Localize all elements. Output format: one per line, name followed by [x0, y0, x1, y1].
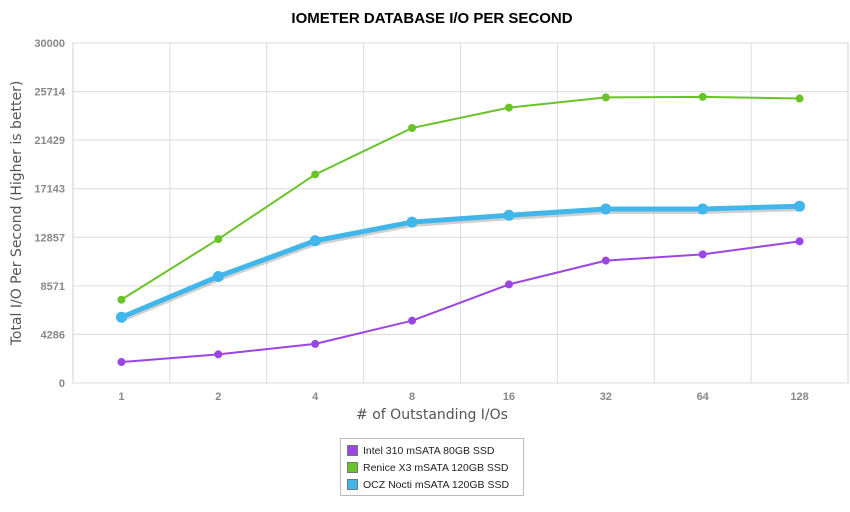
- data-point[interactable]: [311, 170, 320, 179]
- data-point[interactable]: [601, 93, 610, 102]
- y-tick-label: 30000: [34, 38, 65, 50]
- x-axis-ticks: 1 2 4 8 16 32 64 128: [118, 391, 808, 403]
- series-1: [117, 92, 804, 304]
- legend-swatch-ocz: [347, 479, 358, 490]
- legend-item-renice[interactable]: Renice X3 mSATA 120GB SSD: [347, 459, 517, 476]
- y-tick-label: 17143: [34, 184, 65, 196]
- data-point[interactable]: [117, 358, 126, 367]
- legend-label-ocz: OCZ Nocti mSATA 120GB SSD: [363, 478, 510, 491]
- series-0: [117, 237, 804, 367]
- data-point[interactable]: [408, 316, 417, 325]
- series-line: [120, 95, 800, 301]
- legend-item-ocz[interactable]: OCZ Nocti mSATA 120GB SSD: [347, 476, 517, 493]
- y-axis-label: Total I/O Per Second (Higher is better): [9, 81, 25, 347]
- y-tick-label: 0: [59, 378, 65, 390]
- data-point[interactable]: [408, 124, 417, 132]
- y-tick-label: 21429: [34, 135, 65, 147]
- legend-label-renice: Renice X3 mSATA 120GB SSD: [363, 461, 509, 474]
- x-tick-label: 16: [503, 391, 515, 403]
- legend-swatch-renice: [347, 462, 358, 473]
- data-point[interactable]: [698, 250, 707, 259]
- data-point[interactable]: [794, 200, 806, 212]
- data-point[interactable]: [795, 237, 804, 246]
- x-tick-label: 64: [697, 391, 710, 403]
- x-tick-label: 32: [600, 391, 612, 403]
- legend-item-intel[interactable]: Intel 310 mSATA 80GB SSD: [347, 442, 517, 459]
- data-point[interactable]: [600, 203, 612, 215]
- data-point[interactable]: [115, 311, 127, 323]
- series-line: [121, 240, 800, 364]
- data-point[interactable]: [309, 235, 321, 247]
- y-tick-label: 4286: [41, 329, 65, 341]
- x-axis-label: # of Outstanding I/Os: [356, 407, 508, 423]
- x-tick-label: 128: [790, 391, 808, 403]
- data-point[interactable]: [504, 280, 513, 289]
- data-point[interactable]: [697, 203, 709, 215]
- data-point[interactable]: [601, 256, 610, 265]
- series-lines: [115, 92, 806, 367]
- y-tick-label: 8571: [41, 281, 65, 293]
- chart-title: IOMETER DATABASE I/O PER SECOND: [291, 10, 572, 27]
- series-line: [120, 203, 800, 320]
- data-point[interactable]: [311, 339, 320, 348]
- legend-label-intel: Intel 310 mSATA 80GB SSD: [363, 444, 495, 457]
- x-tick-label: 8: [409, 391, 415, 403]
- y-tick-label: 25714: [34, 87, 65, 99]
- y-axis-ticks: 0 4286 8571 12857 17143 21429 25714 30000: [34, 38, 65, 390]
- data-point[interactable]: [503, 209, 515, 221]
- legend: Intel 310 mSATA 80GB SSD Renice X3 mSATA…: [340, 438, 524, 496]
- y-tick-label: 12857: [34, 232, 65, 244]
- data-point[interactable]: [698, 92, 707, 101]
- data-point[interactable]: [117, 295, 126, 304]
- data-point[interactable]: [406, 216, 418, 228]
- data-point[interactable]: [504, 103, 513, 112]
- legend-swatch-intel: [347, 445, 358, 456]
- data-point[interactable]: [214, 350, 223, 359]
- x-tick-label: 2: [215, 391, 221, 403]
- series-2: [115, 200, 806, 323]
- data-point[interactable]: [795, 94, 804, 103]
- x-tick-label: 1: [118, 391, 124, 403]
- x-tick-label: 4: [312, 391, 319, 403]
- data-point[interactable]: [214, 235, 223, 244]
- data-point[interactable]: [212, 270, 224, 282]
